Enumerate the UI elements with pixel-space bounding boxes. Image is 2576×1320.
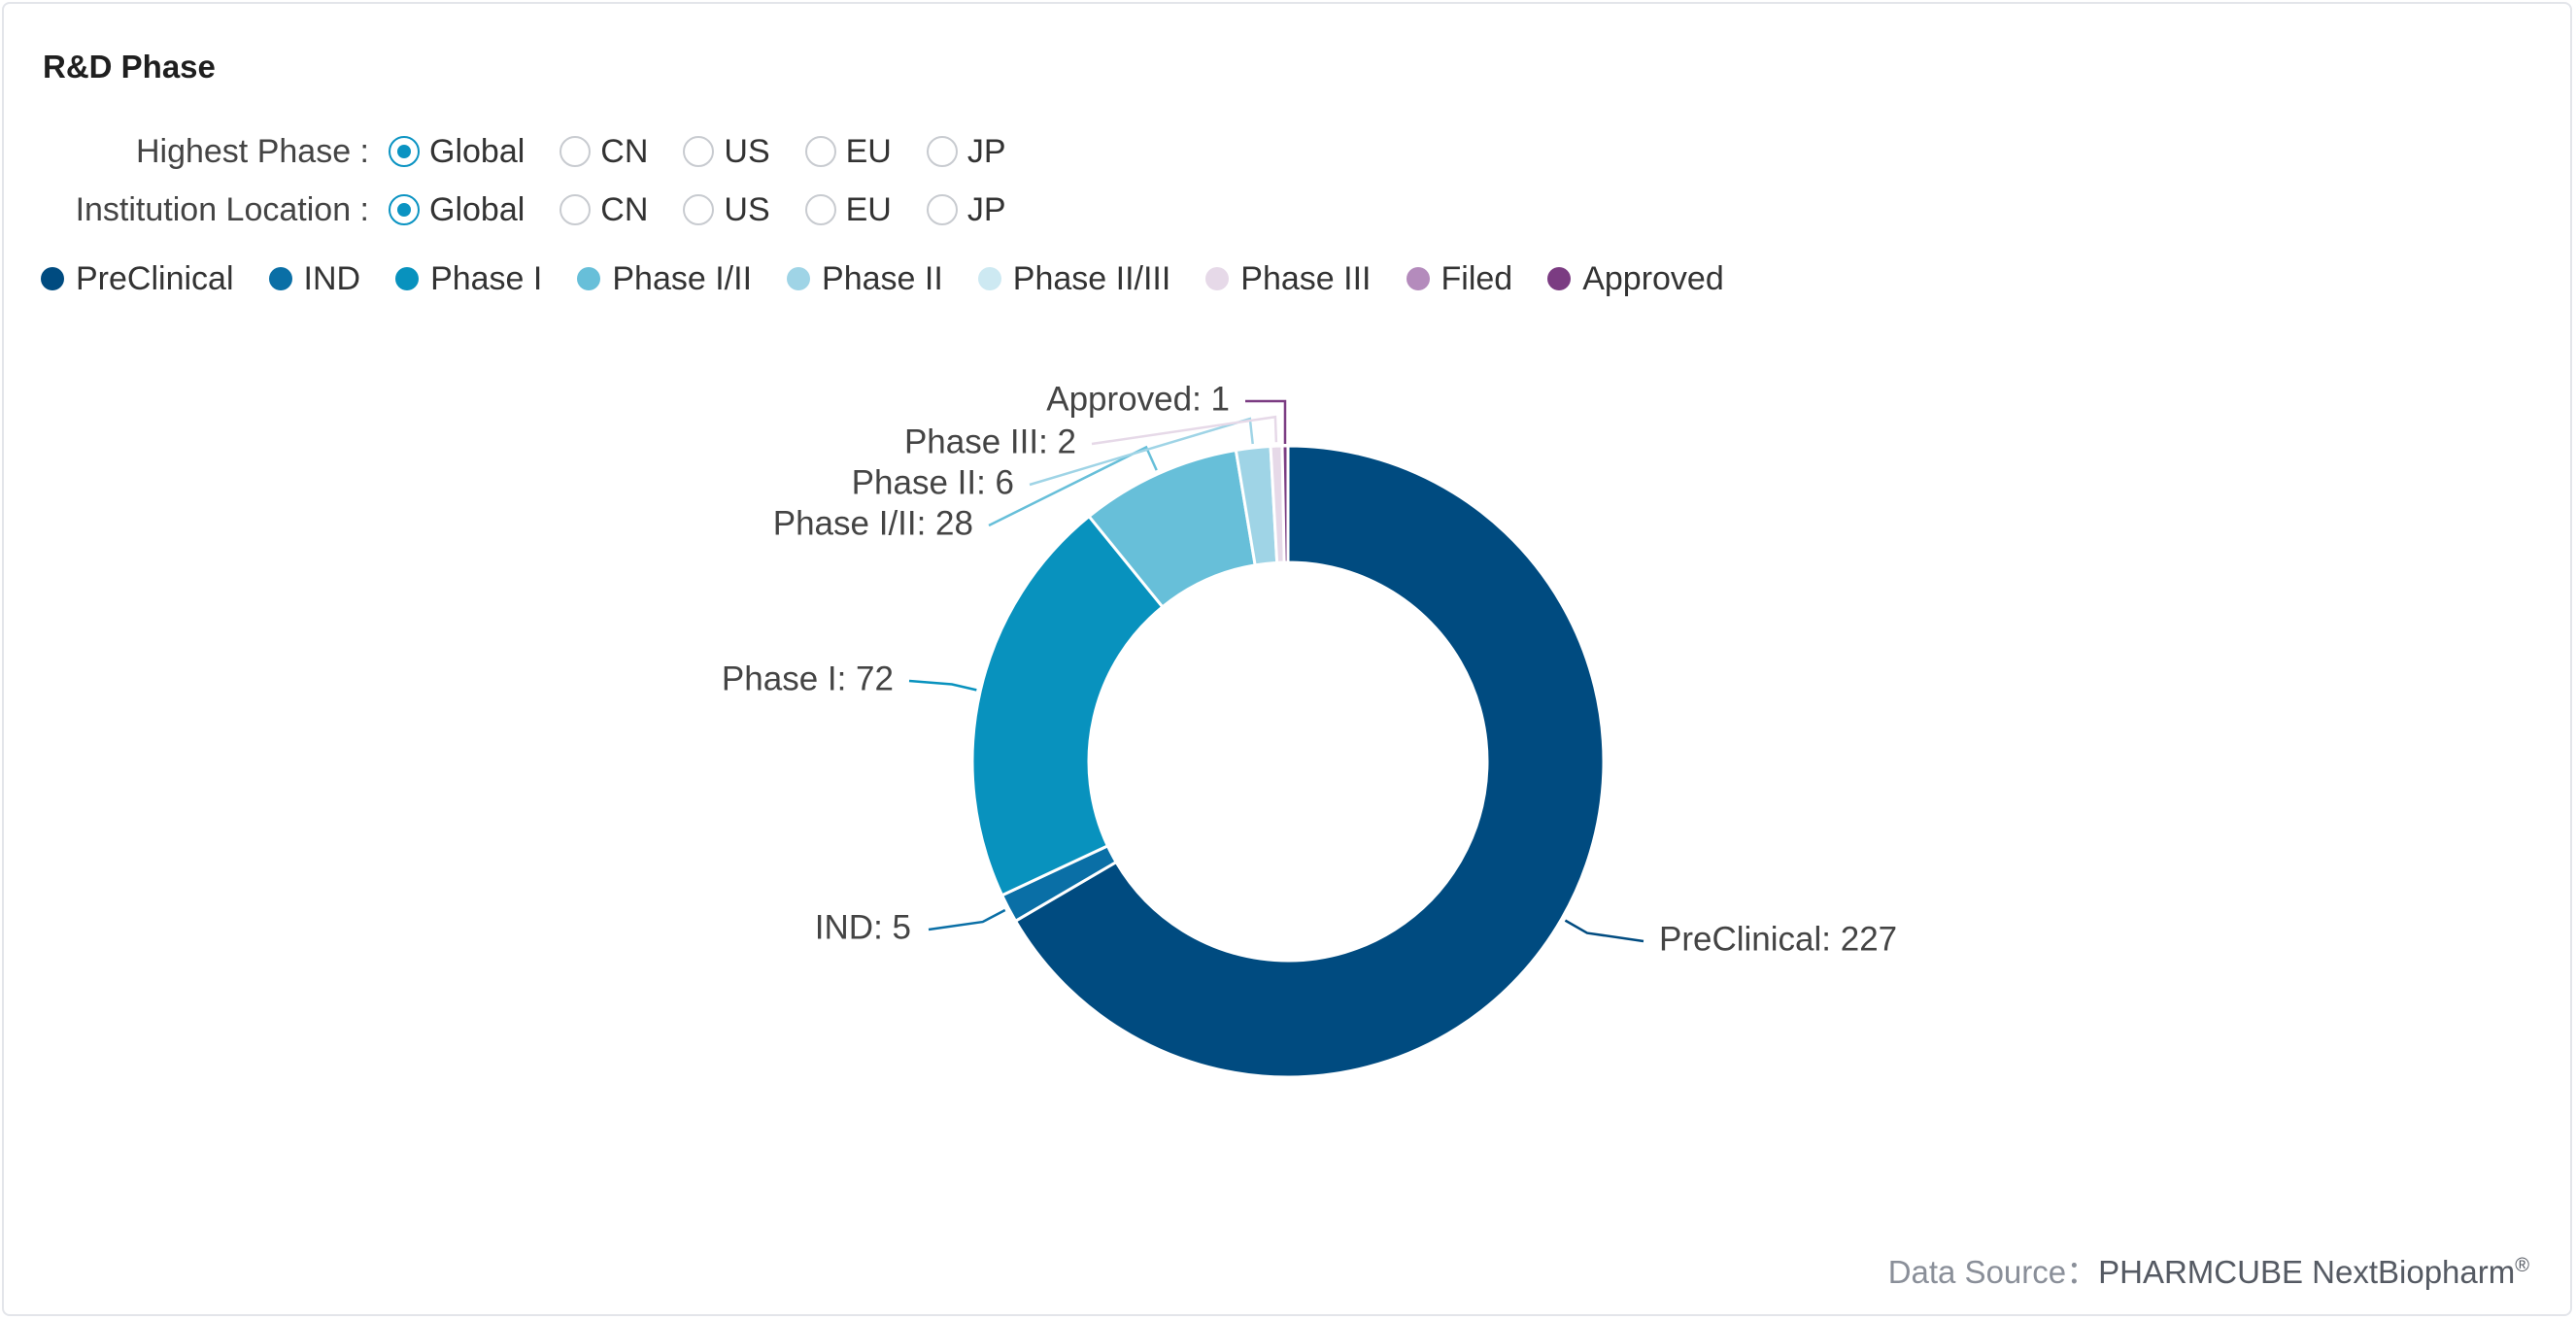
slice-phase-i[interactable] (970, 514, 1165, 897)
legend-label: IND (303, 259, 361, 297)
legend-item-phase-ii-iii[interactable]: Phase II/III (977, 259, 1171, 298)
chart-legend: PreClinical IND Phase I Phase I/II Phase II P… (41, 254, 1759, 303)
leader-line-approved (1245, 399, 1287, 445)
radio-highest-phase-us[interactable]: US (683, 133, 770, 171)
legend-label: Phase I (430, 259, 543, 297)
data-label-preclinical: PreClinical: 227 (1659, 920, 1897, 958)
legend-label: Phase II/III (1012, 259, 1171, 297)
donut-chart: PreClinical: 227 IND: 5 Phase I: 72 Phase I… (722, 380, 1897, 1079)
data-label-ind: IND: 5 (815, 908, 911, 946)
data-source-label: Data Source： (1887, 1254, 2099, 1290)
legend-item-preclinical[interactable]: PreClinical (41, 260, 234, 298)
legend-item-approved[interactable]: Approved (1547, 260, 1724, 298)
data-source-value: PHARMCUBE NextBiopharm (2098, 1254, 2516, 1290)
filter-label: Highest Phase : (135, 132, 369, 170)
radio-highest-phase-jp[interactable]: JP (926, 133, 1006, 171)
radio-empty-icon (804, 194, 836, 225)
radio-empty-icon (559, 136, 592, 167)
legend-item-phase-i-ii[interactable]: Phase I/II (577, 260, 752, 298)
legend-label: PreClinical (76, 259, 234, 297)
legend-label: Phase III (1240, 259, 1372, 297)
radio-highest-phase-cn[interactable]: CN (559, 133, 648, 171)
data-label-phase-i-ii: Phase I/II: 28 (773, 504, 973, 542)
leader-line-phase-ii (1029, 417, 1254, 487)
radio-highest-phase-global[interactable]: Global (389, 133, 525, 171)
leader-line-phase-iii (1091, 415, 1278, 446)
legend-item-filed[interactable]: Filed (1406, 259, 1513, 298)
radio-location-global[interactable]: Global (389, 191, 525, 229)
radio-empty-icon (559, 194, 592, 225)
registered-mark: ® (2515, 1255, 2529, 1276)
radio-selected-icon (389, 194, 420, 225)
legend-label: Phase II (822, 259, 943, 297)
data-label-approved: Approved: 1 (1046, 380, 1230, 418)
radio-location-jp[interactable]: JP (926, 191, 1006, 229)
legend-label: Approved (1582, 259, 1724, 297)
radio-location-us[interactable]: US (683, 191, 770, 229)
data-source: Data Source：PHARMCUBE NextBiopharm® (1888, 1246, 2529, 1293)
slice-approved[interactable] (1280, 444, 1290, 564)
legend-marker (395, 267, 420, 290)
highest-phase-filter: Highest Phase : Global CN US EU JP (4, 128, 1041, 175)
legend-item-phase-iii[interactable]: Phase III (1205, 259, 1372, 298)
legend-marker (577, 267, 601, 290)
radio-selected-icon (389, 136, 420, 167)
radio-location-eu[interactable]: EU (804, 191, 892, 229)
legend-item-ind[interactable]: IND (268, 259, 361, 298)
legend-marker (268, 267, 292, 290)
radio-highest-phase-eu[interactable]: EU (804, 133, 892, 171)
data-label-phase-iii: Phase III: 2 (904, 423, 1076, 460)
institution-location-filter: Institution Location : Global CN US EU J… (4, 186, 1041, 233)
filter-label: Institution Location : (75, 190, 369, 228)
slice-preclinical[interactable] (1013, 444, 1606, 1079)
radio-empty-icon (804, 136, 836, 167)
radio-empty-icon (683, 194, 715, 225)
leader-line-ind (928, 908, 1006, 931)
legend-marker (1205, 267, 1230, 290)
leader-line-preclinical (1564, 919, 1644, 943)
legend-marker (977, 267, 1001, 290)
radio-empty-icon (683, 136, 715, 167)
data-label-phase-i: Phase I: 72 (722, 660, 894, 697)
radio-empty-icon (926, 136, 958, 167)
legend-marker (41, 267, 64, 290)
legend-marker (787, 267, 811, 290)
radio-location-cn[interactable]: CN (559, 191, 648, 229)
radio-empty-icon (926, 194, 958, 225)
legend-marker (1547, 267, 1572, 290)
legend-label: Phase I/II (612, 259, 753, 297)
leader-line-phase-i (908, 679, 977, 692)
legend-item-phase-i[interactable]: Phase I (395, 260, 542, 298)
legend-marker (1406, 267, 1430, 290)
legend-label: Filed (1441, 259, 1513, 297)
panel-title: R&D Phase (43, 49, 216, 85)
leader-line-phase-i-ii (988, 445, 1158, 527)
legend-item-phase-ii[interactable]: Phase II (787, 260, 943, 298)
data-label-phase-ii: Phase II: 6 (852, 463, 1014, 501)
